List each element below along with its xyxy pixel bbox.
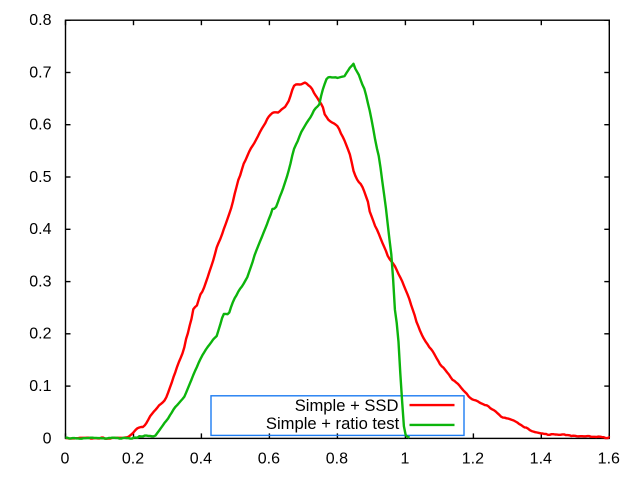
svg-text:0.1: 0.1 xyxy=(29,378,51,395)
svg-text:0.8: 0.8 xyxy=(29,12,51,29)
svg-text:0.4: 0.4 xyxy=(190,451,212,468)
svg-text:Simple + SSD: Simple + SSD xyxy=(295,396,399,415)
svg-text:0: 0 xyxy=(61,451,70,468)
svg-text:0.7: 0.7 xyxy=(29,64,51,81)
svg-text:0.5: 0.5 xyxy=(29,169,51,186)
svg-text:0: 0 xyxy=(43,430,52,447)
svg-text:1.4: 1.4 xyxy=(530,451,552,468)
svg-text:1.6: 1.6 xyxy=(598,451,620,468)
svg-text:Simple + ratio test: Simple + ratio test xyxy=(266,414,400,433)
svg-text:0.2: 0.2 xyxy=(29,326,51,343)
svg-text:1: 1 xyxy=(400,451,409,468)
svg-text:0.8: 0.8 xyxy=(326,451,348,468)
svg-text:0.2: 0.2 xyxy=(122,451,144,468)
svg-text:0.4: 0.4 xyxy=(29,221,51,238)
svg-text:0.6: 0.6 xyxy=(29,117,51,134)
svg-text:0.6: 0.6 xyxy=(258,451,280,468)
svg-text:0.3: 0.3 xyxy=(29,274,51,291)
svg-text:1.2: 1.2 xyxy=(462,451,484,468)
